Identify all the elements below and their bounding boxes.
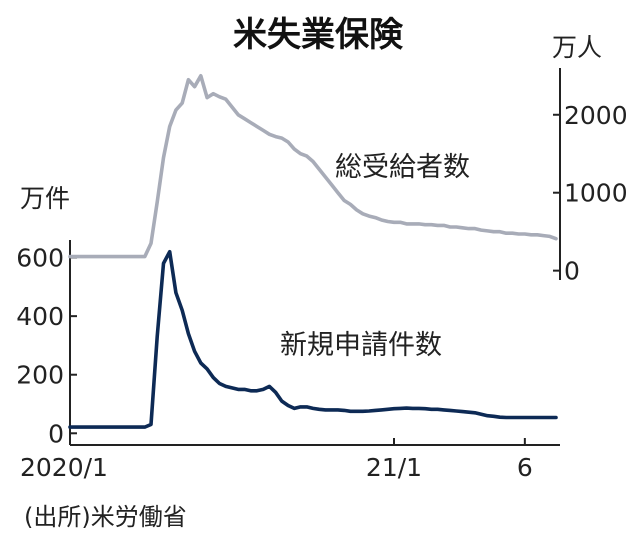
x-tick-label: 21/1	[366, 453, 422, 482]
right-tick-label: 1000	[564, 179, 628, 208]
chart-title: 米失業保険	[233, 15, 404, 55]
left-tick-label: 200	[16, 361, 64, 390]
left-axis-unit: 万件	[20, 184, 70, 213]
series-line-new-claims	[68, 249, 558, 429]
left-tick-label: 0	[48, 419, 64, 448]
series-lines	[68, 74, 558, 429]
axes	[69, 68, 561, 446]
right-tick-label: 2000	[564, 101, 628, 130]
source-note: (出所)米労働省	[24, 503, 187, 531]
x-tick-label: 2020/1	[20, 453, 108, 482]
right-tick-label: 0	[564, 257, 580, 286]
series-label-total-recipients: 総受給者数	[335, 152, 470, 183]
x-tick-label: 6	[517, 453, 533, 482]
right-axis-unit: 万人	[552, 33, 602, 62]
left-tick-label: 400	[16, 302, 64, 331]
series-line-total-recipients	[68, 74, 558, 259]
left-tick-label: 600	[16, 244, 64, 273]
tick-labels: 0 200 400 600 0 1000 2000 2020/1 21/1 6	[16, 101, 627, 482]
series-label-new-claims: 新規申請件数	[280, 330, 442, 361]
